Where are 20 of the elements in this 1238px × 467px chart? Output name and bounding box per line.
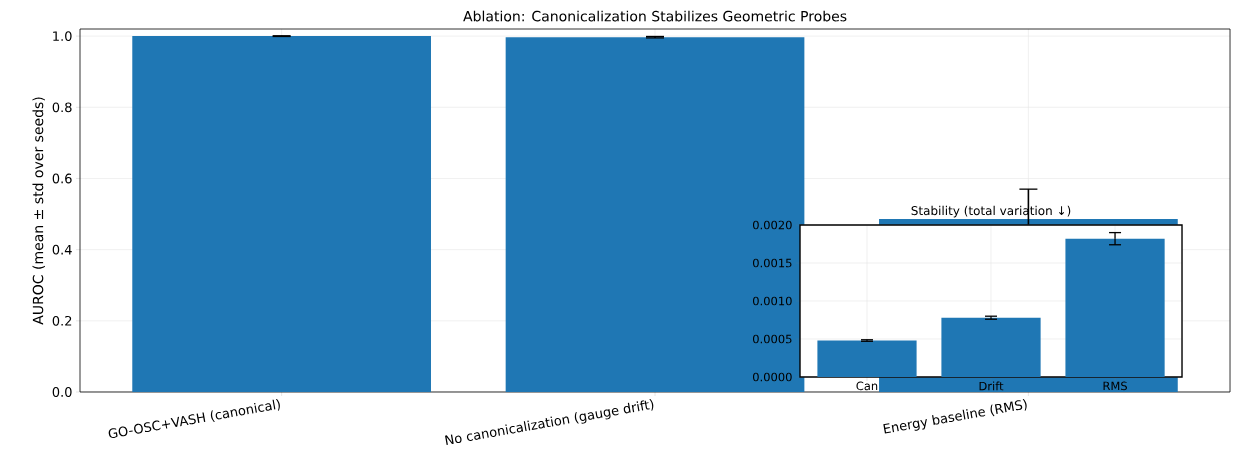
x-tick-label: RMS <box>1103 381 1127 391</box>
y-axis-title: AUROC (mean ± std over seeds) <box>32 97 45 325</box>
bar <box>941 317 1041 377</box>
bar <box>132 36 431 392</box>
y-tick-label: 0.0010 <box>752 296 792 306</box>
chart-title: Ablation: Canonicalization Stabilizes Geometric Probes <box>463 10 847 22</box>
y-tick-label: 0.0015 <box>752 258 792 268</box>
x-tick-label: Can <box>856 381 878 391</box>
y-tick-label: 0.0020 <box>752 220 792 230</box>
y-tick-label: 0.0005 <box>752 334 792 344</box>
y-tick-label: 1.0 <box>53 31 72 42</box>
y-tick-label: 0.2 <box>52 315 72 326</box>
y-tick-label: 0.8 <box>52 102 72 113</box>
x-tick-label: Energy baseline (RMS) <box>883 399 1027 434</box>
y-tick-label: 0.4 <box>52 244 72 255</box>
y-tick-label: 0.0 <box>52 387 72 397</box>
x-tick-label: Drift <box>979 381 1004 391</box>
y-tick-label: 0.6 <box>52 173 72 184</box>
bar <box>505 37 805 392</box>
y-tick-label: 0.0000 <box>752 372 792 382</box>
